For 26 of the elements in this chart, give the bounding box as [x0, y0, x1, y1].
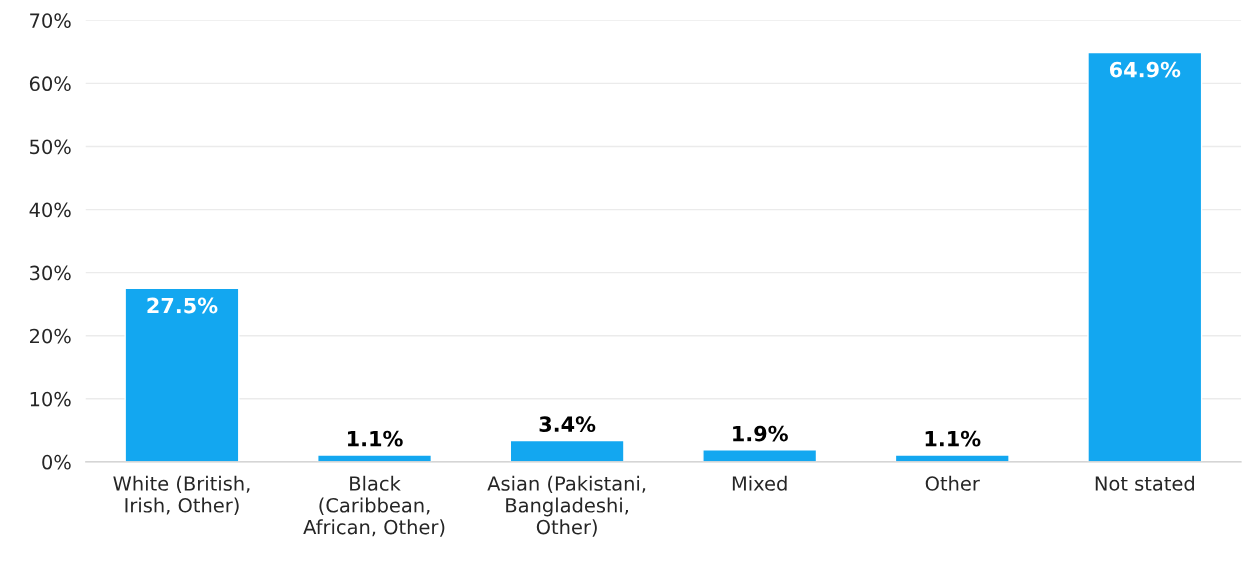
x-tick-label: Black (Caribbean, African, Other)	[303, 475, 445, 537]
x-tick-label: Other	[925, 475, 980, 491]
bar	[509, 439, 625, 462]
x-tick-label: Mixed	[732, 475, 787, 491]
x-tick-label: White (British, Irish, Other)	[113, 475, 250, 515]
data-label: 3.4%	[539, 416, 596, 432]
bar	[894, 454, 1010, 462]
bar	[1087, 51, 1203, 462]
y-tick-label: 40%	[29, 202, 71, 218]
data-label: 27.5%	[147, 297, 218, 314]
y-tick-label: 70%	[30, 13, 71, 28]
x-tick-label: Not stated	[1095, 475, 1194, 491]
data-label: 64.9%	[1109, 61, 1181, 78]
y-tick-label: 60%	[29, 76, 71, 92]
data-label: 1.1%	[348, 430, 403, 447]
bar	[702, 449, 818, 462]
bar	[317, 454, 433, 462]
data-label: 1.1%	[925, 430, 981, 447]
y-tick-label: 50%	[30, 139, 71, 155]
y-tick-label: 0%	[42, 454, 71, 470]
y-tick-label: 10%	[30, 391, 71, 407]
y-tick-label: 30%	[30, 265, 71, 281]
bar	[124, 287, 240, 462]
data-label: 1.9%	[733, 425, 788, 442]
y-tick-label: 20%	[30, 328, 71, 344]
x-tick-label: Asian (Pakistani, Bangladeshi, Other)	[487, 475, 646, 537]
